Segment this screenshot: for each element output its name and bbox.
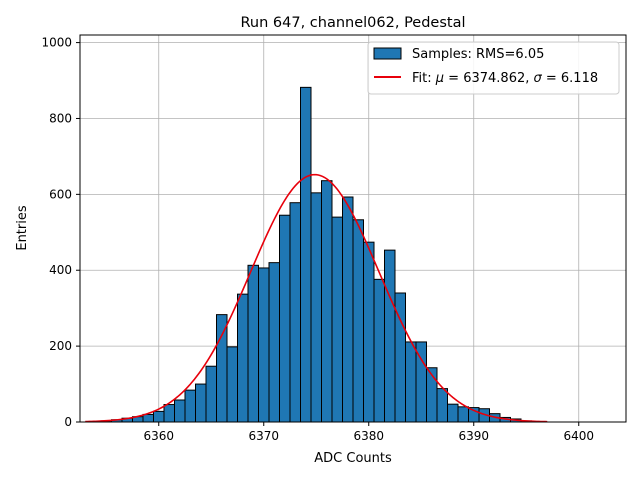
legend-fit-prefix: Fit: [412, 71, 436, 86]
histogram-bar [268, 262, 280, 423]
y-tick-label: 800 [49, 111, 72, 125]
histogram-bar [205, 365, 217, 423]
y-tick-label: 200 [49, 339, 72, 353]
legend-mu-symbol: μ [435, 71, 444, 86]
histogram-bar [310, 192, 322, 423]
legend-swatch-samples [373, 47, 402, 60]
fit-curve-layer [85, 173, 548, 423]
histogram-bar [174, 399, 186, 423]
plot-frame [79, 34, 627, 423]
histogram-bar [226, 346, 238, 423]
x-tick-label: 6400 [563, 429, 594, 443]
y-axis-label: Entries [15, 205, 30, 251]
x-axis-ticks: 6360 6370 6380 6390 6400 [143, 422, 594, 443]
histogram-bar [142, 413, 154, 423]
histogram-bar [436, 388, 448, 423]
histogram-bar [279, 214, 291, 423]
histogram-bar [331, 216, 343, 423]
legend-sigma-symbol: σ [534, 71, 543, 86]
histogram-bar [258, 267, 270, 423]
histogram-bar [363, 241, 375, 423]
legend-sigma-value: = 6.118 [542, 71, 598, 86]
histogram-bar [216, 314, 228, 423]
histogram-bar [457, 406, 469, 423]
histogram-bar [195, 383, 207, 423]
x-tick-label: 6380 [353, 429, 384, 443]
histogram-bar [384, 249, 396, 423]
histogram-bar [184, 389, 196, 423]
histogram-bar [153, 410, 165, 423]
x-tick-label: 6360 [143, 429, 174, 443]
histogram-bar [405, 341, 417, 423]
y-tick-label: 600 [49, 187, 72, 201]
histogram-bar [237, 293, 249, 423]
legend-label-fit: Fit: μ = 6374.862, σ = 6.118 [412, 71, 598, 86]
histogram-bar [300, 86, 312, 423]
legend: Samples: RMS=6.05 Fit: μ = 6374.862, σ =… [367, 41, 620, 95]
chart-title: Run 647, channel062, Pedestal [240, 15, 465, 31]
x-tick-label: 6370 [248, 429, 279, 443]
histogram-bar [163, 404, 175, 423]
y-tick-label: 400 [49, 263, 72, 277]
histogram-bar [352, 219, 364, 423]
y-tick-label: 1000 [41, 36, 72, 50]
legend-label-samples: Samples: RMS=6.05 [412, 47, 544, 62]
y-axis-ticks: 0 200 400 600 800 1000 [41, 36, 80, 429]
histogram-bar [321, 180, 333, 423]
histogram-bar [373, 278, 385, 423]
histogram-bar [342, 196, 354, 423]
histogram-bar [447, 403, 459, 423]
legend-box [367, 41, 620, 95]
x-axis-label: ADC Counts [314, 451, 392, 466]
x-tick-label: 6390 [458, 429, 489, 443]
fit-curve [85, 173, 548, 423]
histogram-bar [289, 202, 301, 423]
legend-mu-value: = 6374.862, [444, 71, 533, 86]
histogram-bar [247, 264, 259, 423]
y-tick-label: 0 [64, 415, 72, 429]
histogram-bars [100, 86, 532, 423]
